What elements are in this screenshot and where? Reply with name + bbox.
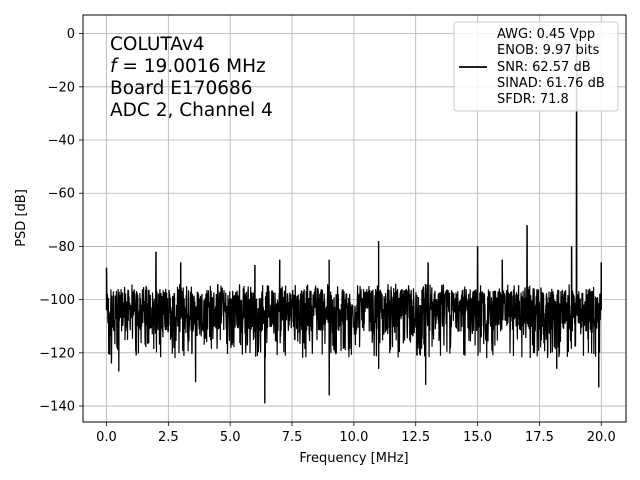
series-line <box>105 38 602 404</box>
legend-sfdr: SFDR: 71.8 <box>497 92 569 107</box>
legend-enob: ENOB: 9.97 bits <box>497 43 600 58</box>
y-tick-label: −20 <box>48 80 75 95</box>
x-tick-label: 0.0 <box>96 430 117 445</box>
y-tick-label: −140 <box>39 400 75 415</box>
annotation-chip: COLUTAv4 <box>110 34 205 55</box>
legend-snr: SNR: 62.57 dB <box>497 60 591 75</box>
annotation: COLUTAv4 f = 19.0016 MHz Board E170686 A… <box>110 34 273 121</box>
x-tick-label: 15.0 <box>463 430 492 445</box>
x-tick-label: 5.0 <box>220 430 241 445</box>
x-tick-label: 10.0 <box>339 430 368 445</box>
legend-sinad: SINAD: 61.76 dB <box>497 76 605 91</box>
frequency-value: = 19.0016 MHz <box>122 56 265 77</box>
y-tick-label: −60 <box>48 187 75 202</box>
annotation-board: Board E170686 <box>110 78 253 99</box>
y-tick-label: −100 <box>39 293 75 308</box>
legend-awg: AWG: 0.45 Vpp <box>497 27 595 42</box>
y-tick-label: −80 <box>48 240 75 255</box>
annotation-frequency: f = 19.0016 MHz <box>110 56 266 77</box>
plot-frame <box>82 14 627 423</box>
x-tick-label: 17.5 <box>525 430 554 445</box>
y-tick-label: 0 <box>67 27 75 42</box>
legend: AWG: 0.45 Vpp ENOB: 9.97 bits SNR: 62.57… <box>453 21 619 112</box>
frequency-symbol: f <box>110 56 119 77</box>
y-axis-label: PSD [dB] <box>14 189 29 247</box>
x-tick-label: 20.0 <box>587 430 616 445</box>
x-axis-label: Frequency [MHz] <box>299 451 408 466</box>
legend-box <box>453 21 619 112</box>
annotation-channel: ADC 2, Channel 4 <box>110 100 273 121</box>
x-tick-label: 12.5 <box>401 430 430 445</box>
y-axis: 0 −20 −40 −60 −80 −100 −120 −140 <box>39 27 83 415</box>
psd-trace <box>105 38 602 404</box>
x-tick-label: 7.5 <box>282 430 303 445</box>
x-axis: 0.0 2.5 5.0 7.5 10.0 12.5 15.0 17.5 20.0 <box>96 422 616 445</box>
y-tick-label: −120 <box>39 346 75 361</box>
y-tick-label: −40 <box>48 134 75 149</box>
x-tick-label: 2.5 <box>158 430 179 445</box>
